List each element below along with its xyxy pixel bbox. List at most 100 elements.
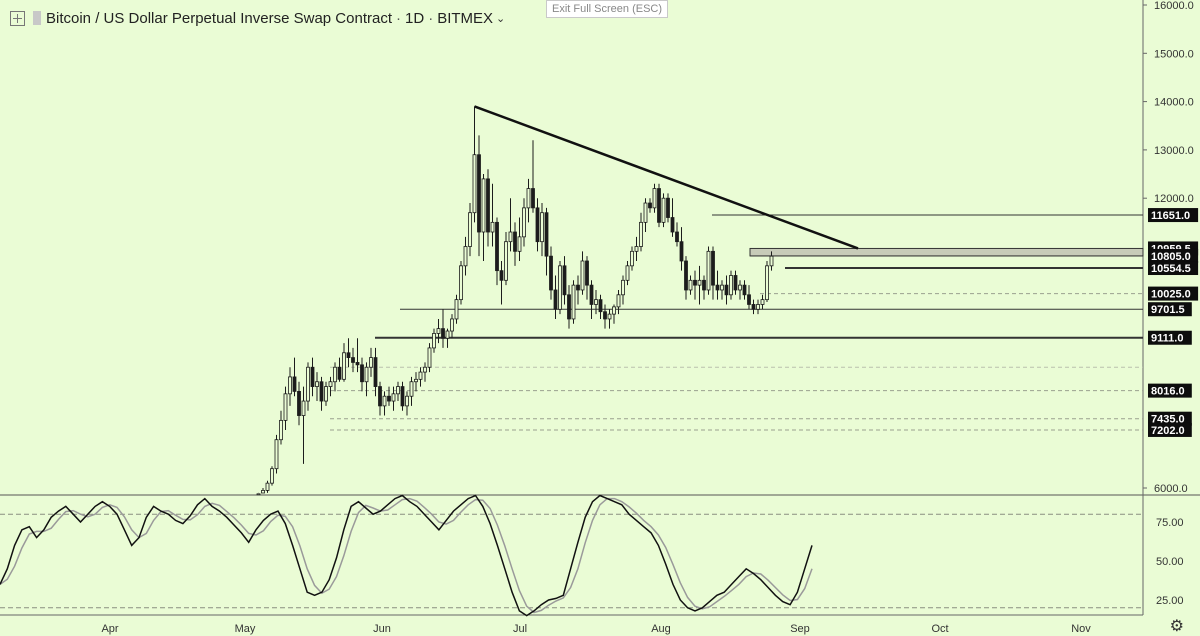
candle <box>643 198 648 233</box>
y-tick-label: 6000.0 <box>1154 483 1188 495</box>
candle <box>562 256 567 305</box>
candle-body <box>576 284 580 291</box>
candle <box>625 260 630 286</box>
candle <box>634 236 639 261</box>
candle <box>468 203 472 257</box>
candle-body <box>603 311 607 320</box>
candle-body <box>414 378 418 383</box>
candle-body <box>301 400 306 416</box>
y-tick-label: 14000.0 <box>1154 97 1194 109</box>
chart-header: Bitcoin / US Dollar Perpetual Inverse Sw… <box>10 8 505 28</box>
candle-body <box>589 284 594 305</box>
candle-body <box>648 202 652 209</box>
candle <box>666 193 670 223</box>
candle <box>436 318 441 344</box>
candle <box>733 270 738 295</box>
candle <box>301 386 306 464</box>
candle-body <box>540 212 544 243</box>
candle-body <box>283 393 288 421</box>
candle-body <box>666 197 670 218</box>
candle <box>364 362 369 397</box>
candle-body <box>450 318 454 332</box>
candle <box>769 251 774 271</box>
candle-body <box>297 390 301 416</box>
candle <box>355 338 360 373</box>
candle <box>679 227 684 271</box>
candle <box>328 376 333 397</box>
price-label: 9701.5 <box>1148 302 1192 317</box>
exit-fullscreen-button[interactable]: Exit Full Screen (ESC) <box>546 0 669 18</box>
candle-body <box>513 231 517 252</box>
price-label-text: 10025.0 <box>1151 289 1191 301</box>
y-tick-label: 12000.0 <box>1154 193 1194 205</box>
exchange-label[interactable]: BITMEX <box>437 9 494 27</box>
candle-body <box>472 154 477 214</box>
candle <box>400 381 405 411</box>
candle-body <box>652 188 657 209</box>
candle-body <box>657 188 661 223</box>
candle <box>310 357 315 397</box>
candle-body <box>369 357 373 368</box>
candle-body <box>747 294 751 305</box>
candle-body <box>661 197 666 223</box>
candle <box>445 328 450 348</box>
candle <box>279 410 283 445</box>
gear-icon[interactable]: ⚙ <box>1169 618 1184 635</box>
symbol-title[interactable]: Bitcoin / US Dollar Perpetual Inverse Sw… <box>46 9 392 27</box>
stoch-y-tick-label: 75.00 <box>1156 517 1184 529</box>
plus-square-icon[interactable] <box>10 10 25 26</box>
candle <box>504 232 508 286</box>
price-label-box <box>1148 302 1192 317</box>
candle-body <box>517 236 522 252</box>
candle-body <box>585 260 589 286</box>
candle-body <box>288 376 292 395</box>
stoch-d-line <box>0 497 813 614</box>
candle-body <box>274 439 279 470</box>
candle <box>652 183 657 213</box>
price-label-box <box>1148 330 1192 345</box>
candle <box>274 434 279 474</box>
candle <box>621 275 625 305</box>
candle <box>423 362 427 382</box>
price-label-text: 9111.0 <box>1151 333 1183 345</box>
candle-body <box>751 304 756 310</box>
price-label-box <box>1148 261 1199 276</box>
price-label: 9111.0 <box>1148 330 1192 345</box>
candle-body <box>522 207 526 238</box>
candle-body <box>724 284 729 296</box>
candle <box>441 309 445 348</box>
candle-body <box>481 178 486 233</box>
candle-body <box>553 289 558 310</box>
candle <box>567 285 571 329</box>
candle-body <box>499 270 504 281</box>
candle <box>729 270 733 300</box>
candle-body <box>612 306 616 315</box>
price-label-box <box>1148 411 1192 426</box>
candle-body <box>639 221 643 247</box>
candle <box>337 357 342 382</box>
candle-body <box>621 279 625 296</box>
candle <box>549 246 553 300</box>
candle <box>697 265 702 305</box>
candle <box>270 466 274 486</box>
candle <box>639 212 643 252</box>
candle-body <box>558 265 562 310</box>
price-label: 7435.0 <box>1148 411 1192 426</box>
candle-body <box>373 357 378 387</box>
candle <box>391 386 396 411</box>
chevron-down-icon[interactable]: ⌄ <box>496 12 506 25</box>
candle <box>657 183 661 228</box>
candle <box>522 198 526 247</box>
candle <box>360 357 364 392</box>
candle-body <box>270 468 274 484</box>
candle-body <box>670 217 675 233</box>
descending-trendline <box>474 105 859 250</box>
candle-body <box>256 493 261 496</box>
price-label: 10025.0 <box>1148 286 1199 301</box>
candle-body <box>702 279 706 291</box>
candle <box>513 222 517 266</box>
candle-body <box>477 154 481 233</box>
interval-label[interactable]: 1D <box>405 9 425 27</box>
candle <box>589 280 594 319</box>
